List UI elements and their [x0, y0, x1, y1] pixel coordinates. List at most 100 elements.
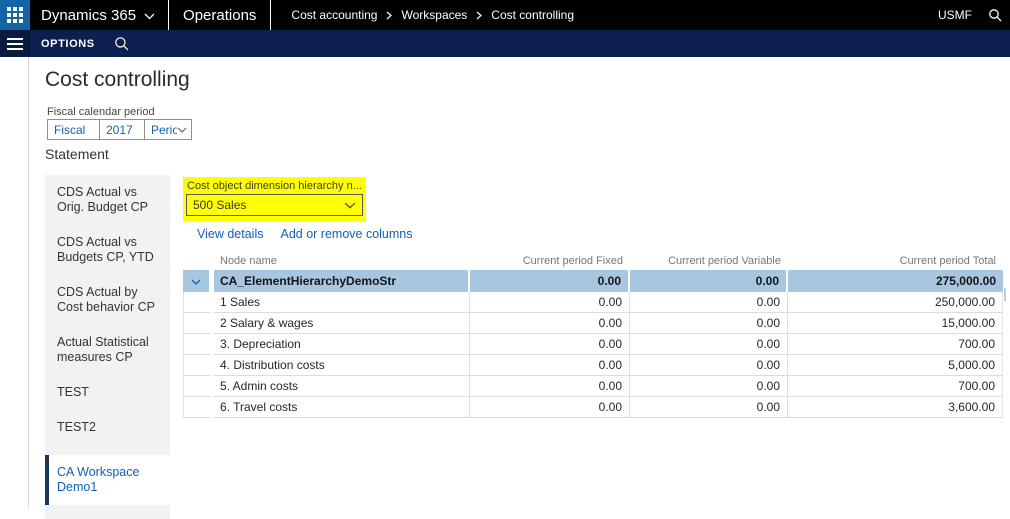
row-expand-cell[interactable] [183, 397, 211, 418]
current-period-variable-cell[interactable]: 0.00 [630, 334, 788, 355]
current-period-variable-cell[interactable]: 0.00 [630, 376, 788, 397]
statement-section-title: Statement [45, 146, 109, 162]
column-header-node-name[interactable]: Node name [220, 255, 277, 267]
node-name-cell[interactable]: 5. Admin costs [214, 376, 470, 397]
node-name-cell[interactable]: 4. Distribution costs [214, 355, 470, 376]
sidebar-item[interactable]: Actual Statistical measures CP [45, 325, 170, 375]
current-period-total-cell[interactable]: 3,600.00 [788, 397, 1003, 418]
current-period-fixed-cell[interactable]: 0.00 [470, 270, 630, 292]
sidebar-item-label: CA Workspace Demo1 [57, 465, 140, 494]
sidebar-item-label: TEST2 [57, 420, 96, 434]
current-period-fixed-cell[interactable]: 0.00 [470, 334, 630, 355]
current-period-fixed-cell[interactable]: 0.00 [470, 397, 630, 418]
search-icon[interactable] [114, 36, 129, 51]
current-period-total-cell[interactable]: 250,000.00 [788, 292, 1003, 313]
row-expand-cell[interactable] [183, 270, 211, 292]
operations-link[interactable]: Operations [183, 6, 257, 24]
action-bar: OPTIONS [0, 30, 1010, 57]
hierarchy-dropdown[interactable]: 500 Sales [186, 194, 363, 216]
current-period-total-cell[interactable]: 15,000.00 [788, 313, 1003, 334]
current-period-fixed-cell[interactable]: 0.00 [470, 355, 630, 376]
topbar-divider [270, 0, 272, 30]
sidebar-item[interactable]: CA Workspace Demo1 [45, 455, 170, 505]
current-period-variable-cell[interactable]: 0.00 [630, 355, 788, 376]
chevron-right-icon [476, 11, 483, 20]
breadcrumb-cost-controlling[interactable]: Cost controlling [491, 8, 575, 22]
hierarchy-dropdown-value: 500 Sales [193, 198, 247, 212]
column-header-current-period-variable[interactable]: Current period Variable [668, 255, 781, 267]
current-period-total-cell[interactable]: 700.00 [788, 376, 1003, 397]
current-period-total-cell[interactable]: 5,000.00 [788, 355, 1003, 376]
sidebar-item[interactable]: CDS Actual vs Orig. Budget CP [45, 175, 170, 225]
scrollbar-tick[interactable] [1004, 288, 1006, 301]
node-name-cell[interactable]: 1 Sales [214, 292, 470, 313]
statement-sidebar: CDS Actual vs Orig. Budget CP CDS Actual… [45, 175, 170, 519]
app-launcher-button[interactable] [0, 0, 30, 30]
sidebar-item[interactable]: TEST [45, 375, 170, 410]
breadcrumb-workspaces[interactable]: Workspaces [401, 8, 468, 22]
current-period-variable-cell[interactable]: 0.00 [630, 397, 788, 418]
add-remove-columns-link[interactable]: Add or remove columns [280, 227, 413, 241]
fiscal-calendar-period-label: Fiscal calendar period [47, 106, 155, 118]
sidebar-item-label: CDS Actual vs Budgets CP, YTD [57, 235, 154, 264]
current-period-variable-cell[interactable]: 0.00 [630, 292, 788, 313]
sidebar-item-label: Actual Statistical measures CP [57, 335, 149, 364]
chevron-down-icon [191, 274, 201, 288]
fiscal-calendar-input[interactable]: Fiscal [48, 120, 100, 139]
expand-column-header [183, 252, 211, 270]
column-header-current-period-fixed[interactable]: Current period Fixed [522, 255, 623, 267]
table-row[interactable]: 6. Travel costs 0.00 0.00 3,600.00 [183, 397, 1003, 418]
table-row[interactable]: 3. Depreciation 0.00 0.00 700.00 [183, 334, 1003, 355]
sidebar-item[interactable]: CDS Actual by Cost behavior CP [45, 275, 170, 325]
sidebar-item-label: CDS Actual vs Orig. Budget CP [57, 185, 149, 214]
chevron-down-icon [177, 127, 187, 133]
topbar-divider [168, 0, 170, 30]
node-name-cell[interactable]: CA_ElementHierarchyDemoStr [214, 270, 470, 292]
node-name-cell[interactable]: 3. Depreciation [214, 334, 470, 355]
row-expand-cell[interactable] [183, 313, 211, 334]
current-period-fixed-cell[interactable]: 0.00 [470, 376, 630, 397]
waffle-icon [7, 7, 23, 23]
row-expand-cell[interactable] [183, 292, 211, 313]
table-row[interactable]: 5. Admin costs 0.00 0.00 700.00 [183, 376, 1003, 397]
company-selector[interactable]: USMF [938, 8, 972, 22]
row-expand-cell[interactable] [183, 334, 211, 355]
page-edge-divider [28, 57, 29, 507]
nav-menu-button[interactable] [0, 30, 30, 57]
current-period-variable-cell[interactable]: 0.00 [630, 270, 788, 292]
current-period-total-cell[interactable]: 700.00 [788, 334, 1003, 355]
product-name: Dynamics 365 [41, 6, 137, 24]
sidebar-item[interactable]: CDS Actual vs Budgets CP, YTD [45, 225, 170, 275]
view-details-link[interactable]: View details [197, 227, 264, 241]
node-name-cell[interactable]: 6. Travel costs [214, 397, 470, 418]
chevron-down-icon [144, 7, 155, 24]
sidebar-item-label: CDS Actual by Cost behavior CP [57, 285, 155, 314]
dynamics365-menu[interactable]: Dynamics 365 [30, 0, 168, 30]
table-row[interactable]: 1 Sales 0.00 0.00 250,000.00 [183, 292, 1003, 313]
grid-body: CA_ElementHierarchyDemoStr 0.00 0.00 275… [183, 270, 1003, 418]
current-period-total-cell[interactable]: 275,000.00 [788, 270, 1003, 292]
search-icon[interactable] [988, 8, 1002, 22]
current-period-fixed-cell[interactable]: 0.00 [470, 313, 630, 334]
table-row[interactable]: 4. Distribution costs 0.00 0.00 5,000.00 [183, 355, 1003, 376]
fiscal-calendar-period-field: Fiscal 2017 Perio [47, 119, 192, 140]
statement-grid: Node name Current period Fixed Current p… [183, 252, 1003, 418]
row-expand-cell[interactable] [183, 376, 211, 397]
column-header-current-period-total[interactable]: Current period Total [899, 255, 996, 267]
top-navigation-bar: Dynamics 365 Operations Cost accounting … [0, 0, 1010, 30]
hamburger-icon [7, 37, 23, 40]
breadcrumb: Cost accounting Workspaces Cost controll… [271, 8, 574, 22]
table-row[interactable]: 2 Salary & wages 0.00 0.00 15,000.00 [183, 313, 1003, 334]
fiscal-year-input[interactable]: 2017 [100, 120, 145, 139]
chevron-right-icon [386, 11, 393, 20]
options-tab[interactable]: OPTIONS [41, 37, 95, 50]
fiscal-period-dropdown[interactable]: Perio [145, 120, 191, 139]
row-expand-cell[interactable] [183, 355, 211, 376]
current-period-fixed-cell[interactable]: 0.00 [470, 292, 630, 313]
node-name-cell[interactable]: 2 Salary & wages [214, 313, 470, 334]
sidebar-item[interactable]: TEST2 [45, 410, 170, 445]
current-period-variable-cell[interactable]: 0.00 [630, 313, 788, 334]
breadcrumb-cost-accounting[interactable]: Cost accounting [291, 8, 378, 22]
table-row[interactable]: CA_ElementHierarchyDemoStr 0.00 0.00 275… [183, 270, 1003, 292]
hierarchy-field-label: Cost object dimension hierarchy n... [187, 180, 362, 192]
